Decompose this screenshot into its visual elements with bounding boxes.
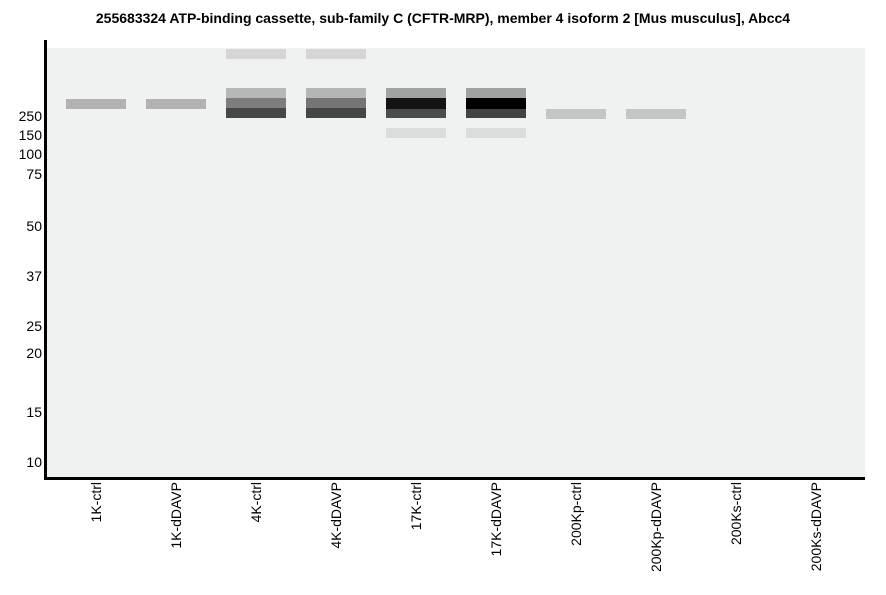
lane-label-4K-ctrl: 4K-ctrl	[248, 482, 264, 523]
gel-band-4K-dDAVP	[306, 108, 366, 118]
lane-label-17K-dDAVP: 17K-dDAVP	[488, 482, 504, 557]
mw-marker-label-75: 75	[26, 166, 42, 182]
gel-band-200Kp-ctrl	[546, 109, 606, 119]
gel-band-1K-ctrl	[66, 99, 126, 109]
lane-label-1K-dDAVP: 1K-dDAVP	[168, 482, 184, 549]
gel-band-200Kp-dDAVP	[626, 109, 686, 119]
mw-marker-label-15: 15	[26, 404, 42, 420]
mw-marker-label-37: 37	[26, 268, 42, 284]
gel-band-17K-ctrl	[386, 88, 446, 98]
gel-band-4K-ctrl	[226, 88, 286, 98]
mw-marker-label-150: 150	[18, 127, 42, 143]
lane-label-200Ks-dDAVP: 200Ks-dDAVP	[808, 482, 824, 572]
gel-band-17K-ctrl	[386, 109, 446, 118]
gel-band-4K-dDAVP	[306, 49, 366, 59]
gel-band-4K-dDAVP	[306, 88, 366, 98]
mw-marker-label-20: 20	[26, 345, 42, 361]
mw-marker-label-50: 50	[26, 218, 42, 234]
gel-band-17K-ctrl	[386, 98, 446, 109]
mw-marker-label-25: 25	[26, 318, 42, 334]
x-axis-line	[44, 477, 865, 480]
mw-marker-label-10: 10	[26, 454, 42, 470]
gel-band-17K-ctrl	[386, 128, 446, 138]
gel-band-17K-dDAVP	[466, 88, 526, 98]
gel-band-4K-ctrl	[226, 49, 286, 59]
mw-marker-label-100: 100	[18, 146, 42, 162]
gel-band-17K-dDAVP	[466, 109, 526, 118]
figure-title: 255683324 ATP-binding cassette, sub-fami…	[95, 10, 791, 26]
gel-band-17K-dDAVP	[466, 98, 526, 109]
gel-band-4K-ctrl	[226, 108, 286, 118]
lane-label-200Kp-ctrl: 200Kp-ctrl	[568, 482, 584, 546]
lane-label-200Ks-ctrl: 200Ks-ctrl	[728, 482, 744, 546]
plot-area	[47, 48, 865, 477]
lane-label-4K-dDAVP: 4K-dDAVP	[328, 482, 344, 549]
lane-label-17K-ctrl: 17K-ctrl	[408, 482, 424, 531]
lane-label-1K-ctrl: 1K-ctrl	[88, 482, 104, 523]
gel-band-17K-dDAVP	[466, 128, 526, 138]
gel-band-4K-dDAVP	[306, 98, 366, 108]
gel-band-4K-ctrl	[226, 98, 286, 108]
mw-marker-label-250: 250	[18, 108, 42, 124]
gel-band-1K-dDAVP	[146, 99, 206, 109]
y-axis-line	[44, 40, 47, 480]
lane-label-200Kp-dDAVP: 200Kp-dDAVP	[648, 482, 664, 573]
